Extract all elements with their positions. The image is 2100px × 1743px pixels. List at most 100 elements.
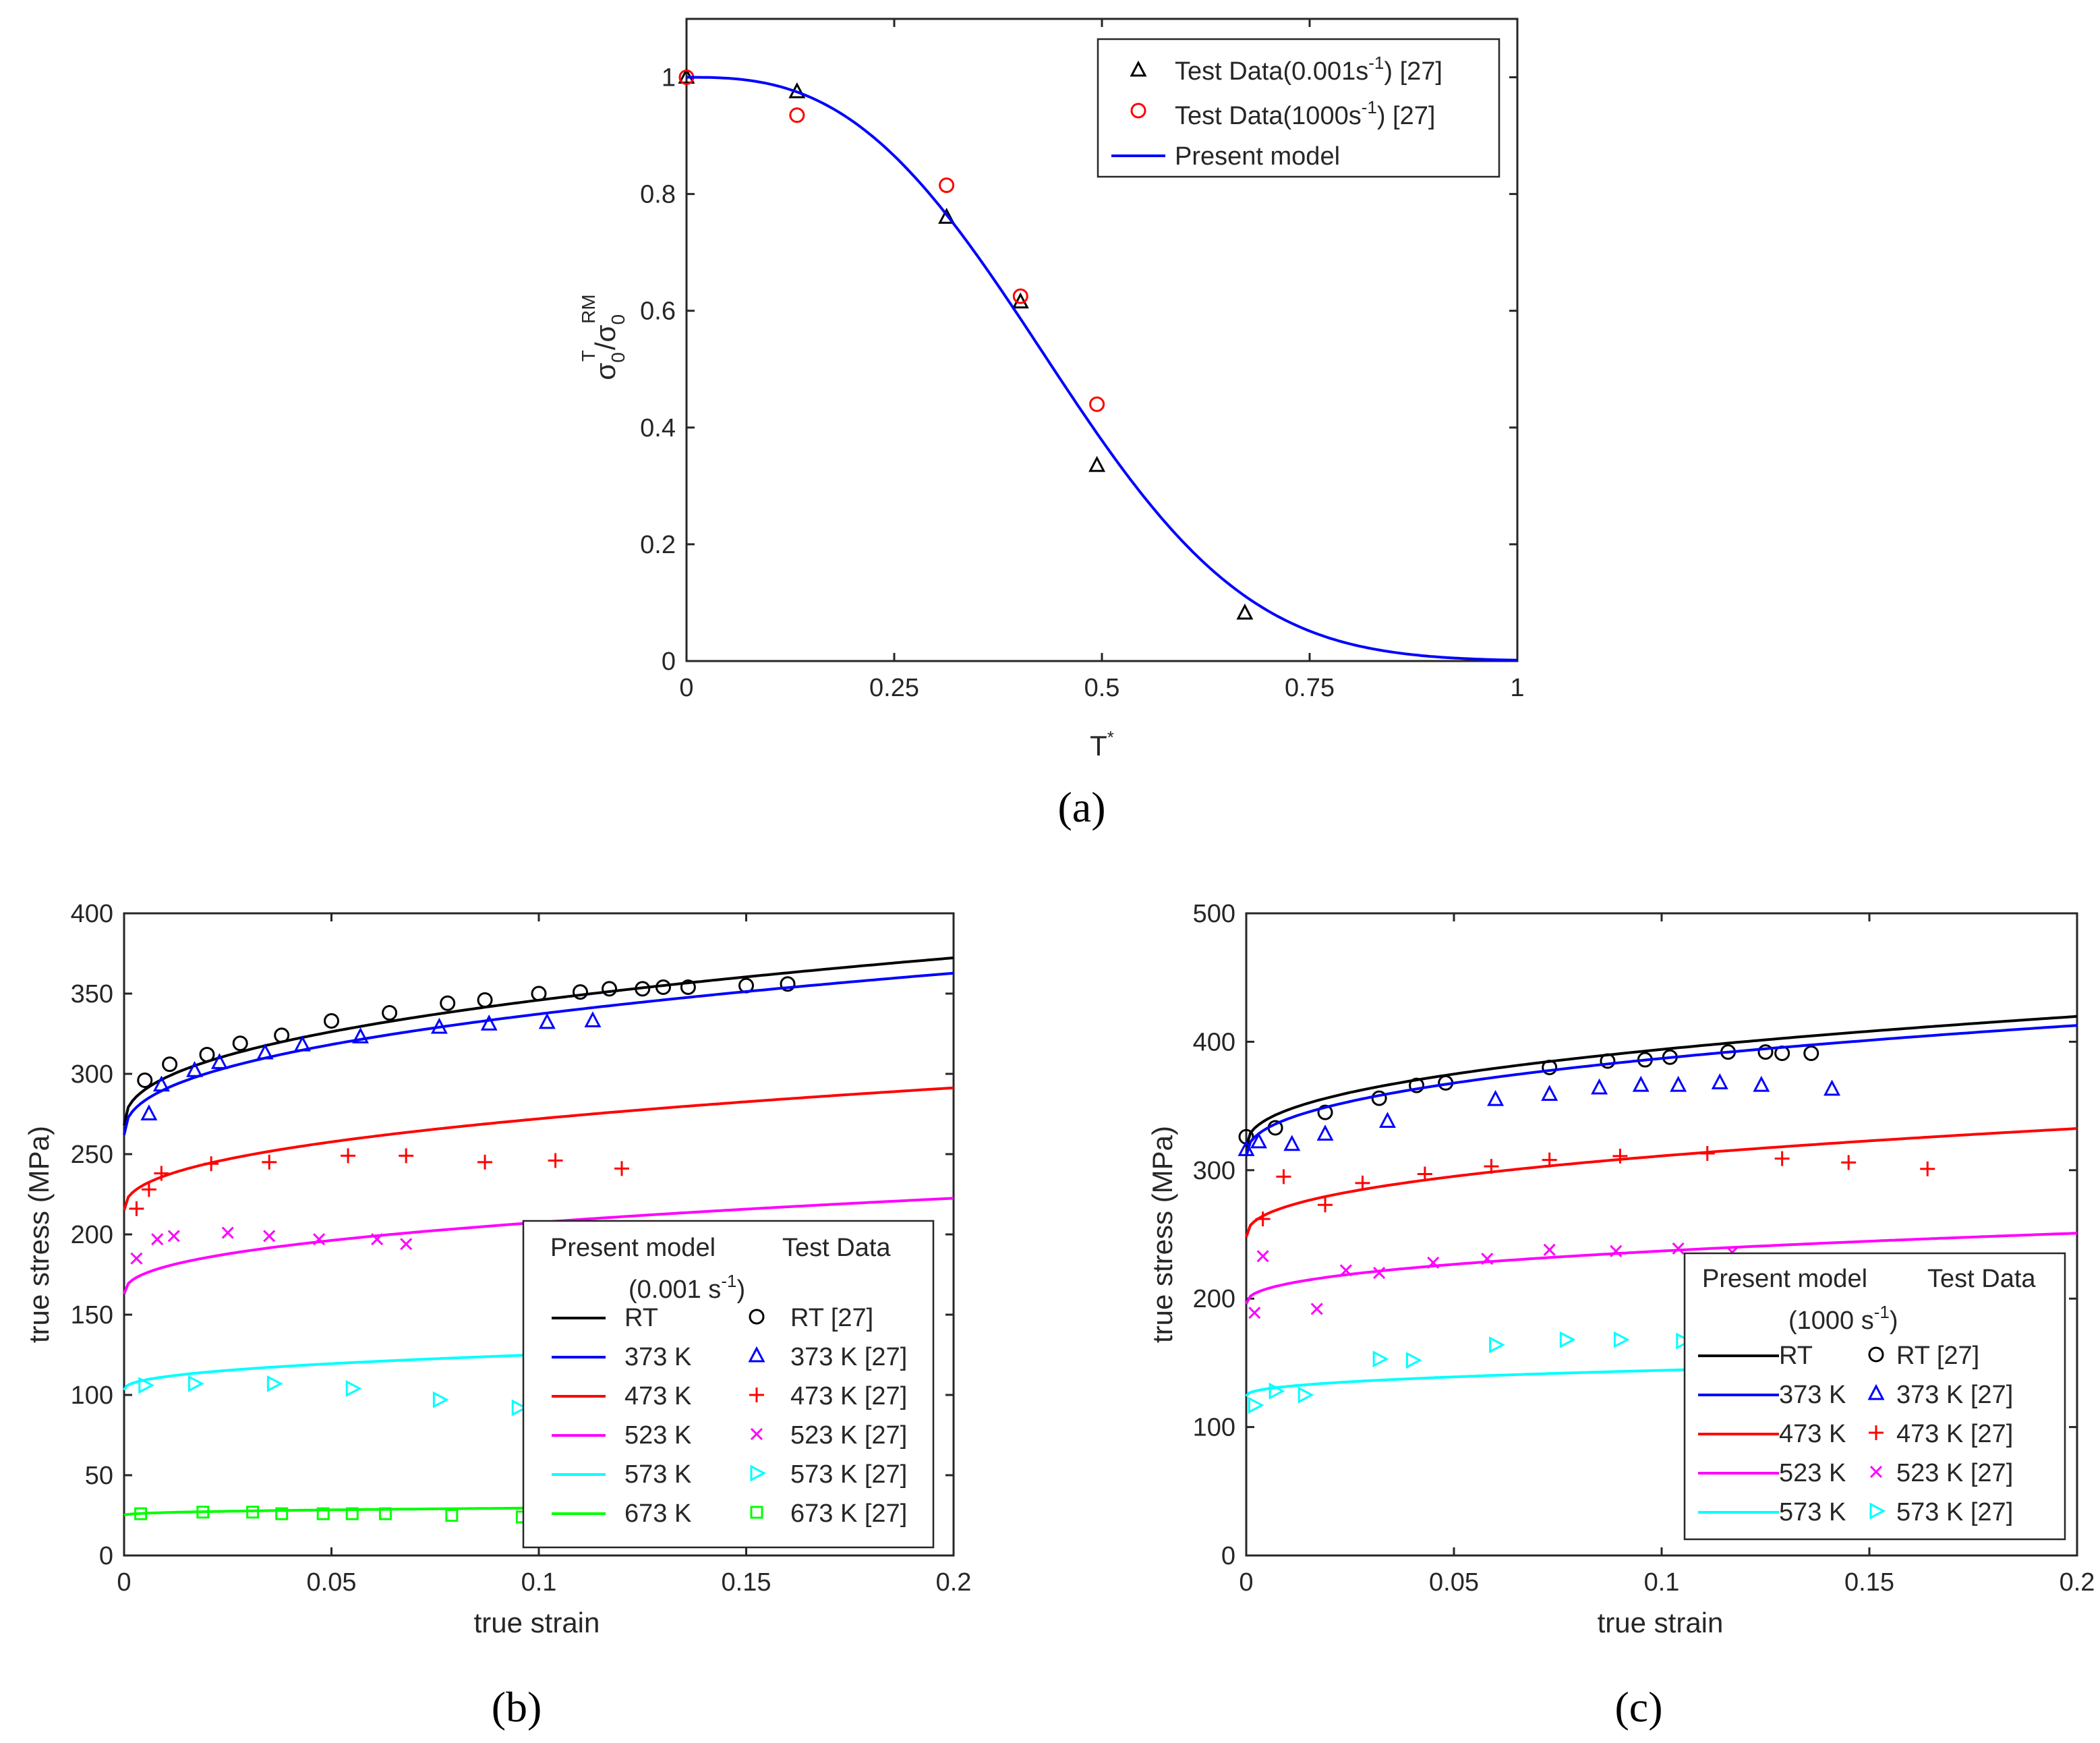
chart-c-legend-header-data: Test Data <box>1927 1265 2036 1293</box>
chart-b-point-373-k <box>186 1061 204 1077</box>
chart-b-legend: Present model Test Data (0.001 s-1) RT RT… <box>522 1220 935 1549</box>
chart-c-point-373-k <box>1591 1078 1608 1095</box>
chart-b-point-673-k <box>275 1507 289 1520</box>
chart-c-point-573-k <box>1248 1396 1264 1414</box>
chart-b-point-523-k <box>151 1233 164 1246</box>
chart-b-point-473-k <box>262 1154 277 1170</box>
chart-c-point-473-k <box>1841 1155 1857 1170</box>
chart-b-marks <box>123 956 954 1524</box>
caption-a: (a) <box>1057 783 1105 831</box>
chart-b-ticks: 0 0.05 0.1 0.15 0.2 0 50 100 150 200 250 300 350 400 <box>71 900 972 1597</box>
chart-a-legend-markers <box>1111 60 1165 157</box>
chart-b-legend-data-label: 673 K [27] <box>790 1499 907 1528</box>
chart-c-model-line-523-k <box>1245 1232 2078 1305</box>
chart-b-point-rt <box>602 981 618 997</box>
chart-b-point-373-k <box>293 1035 311 1052</box>
chart-a-ytick-label: 0.6 <box>640 297 676 326</box>
chart-b-point-373-k <box>152 1075 170 1092</box>
chart-c-point-473-k <box>1774 1151 1790 1166</box>
chart-c-point-523-k <box>1427 1256 1440 1269</box>
chart-c-ytick-label: 0 <box>1221 1542 1235 1570</box>
caption-c: (c) <box>1614 1683 1662 1731</box>
chart-a-ytick-label: 1 <box>662 64 676 92</box>
chart-c-point-573-k <box>1268 1382 1285 1400</box>
chart-b-point-573-k <box>138 1377 154 1394</box>
chart-b-legend-items: RT RT [27] 373 K 373 K [27] 473 K 473 K [27] 5… <box>552 1304 907 1528</box>
chart-b-ylabel: true stress (MPa) <box>23 1126 55 1343</box>
chart-b-point-673-k <box>134 1507 148 1520</box>
chart-b-point-573-k <box>345 1379 362 1397</box>
chart-c-point-573-k <box>1405 1352 1422 1369</box>
chart-b-legend-rate: (0.001 s-1) <box>629 1271 745 1304</box>
chart-b-point-473-k <box>154 1166 169 1181</box>
chart-b-point-673-k <box>246 1506 260 1519</box>
chart-c-legend-model-label: 573 K <box>1779 1498 1846 1526</box>
chart-a-ytick-label: 0.2 <box>640 531 676 559</box>
chart-b-legend-marker-373-k <box>748 1346 765 1363</box>
chart-b-legend-marker-473-k <box>749 1388 764 1402</box>
chart-b-point-rt <box>440 995 456 1011</box>
chart-c-legend: Present model Test Data (1000 s-1) RT RT … <box>1683 1252 2066 1541</box>
chart-b-xtick-label: 0 <box>117 1568 131 1597</box>
chart-b-point-373-k <box>430 1017 448 1034</box>
chart-b-legend-data-label: 473 K [27] <box>790 1382 907 1410</box>
chart-b-point-rt <box>382 1005 398 1021</box>
chart-c-point-rt <box>1371 1090 1387 1106</box>
chart-b-point-rt <box>199 1046 215 1062</box>
chart-b-point-473-k <box>614 1161 629 1176</box>
chart-b-legend-data-label: RT [27] <box>790 1304 873 1332</box>
chart-b-legend-header-model: Present model <box>550 1234 716 1262</box>
chart-c-ytick-label: 300 <box>1193 1157 1235 1185</box>
chart-a-legend-marker-circle <box>1130 103 1146 119</box>
chart-c-point-473-k <box>1276 1169 1291 1184</box>
chart-b-point-rt <box>780 976 796 992</box>
chart-b-point-473-k <box>129 1201 144 1216</box>
chart-a-ytick-label: 0.4 <box>640 414 676 442</box>
chart-c-point-373-k <box>1632 1075 1650 1092</box>
chart-b-xlabel: true strain <box>474 1607 600 1638</box>
chart-a-xtick-label: 1 <box>1510 674 1524 702</box>
chart-b-point-673-k <box>196 1506 210 1519</box>
chart-b-legend-data-label: 523 K [27] <box>790 1421 907 1450</box>
chart-c-ticks: 0 0.05 0.1 0.15 0.2 0 100 200 300 400 500 <box>1193 900 2095 1597</box>
chart-a-marks <box>678 67 1518 662</box>
chart-a-point-test-data-0-001s-1-27 <box>1088 455 1106 472</box>
chart-b-point-rt <box>635 981 651 997</box>
chart-a-xtick-label: 0.75 <box>1285 674 1335 702</box>
chart-c-point-373-k <box>1541 1085 1558 1101</box>
chart-c-point-523-k <box>1339 1264 1352 1277</box>
chart-c-ytick-label: 400 <box>1193 1028 1235 1056</box>
chart-b-ytick-label: 150 <box>71 1301 113 1330</box>
chart-b-point-673-k <box>378 1507 392 1520</box>
chart-a-legend-box <box>1097 38 1500 178</box>
chart-b-legend-marker-523-k <box>750 1427 763 1441</box>
chart-c-model-line-573-k <box>1245 1367 1708 1398</box>
chart-b-point-373-k <box>210 1053 228 1069</box>
chart-b-point-rt <box>680 979 696 995</box>
chart-c-marks <box>1237 1015 2078 1414</box>
chart-a-model-line-present-model <box>687 76 1518 662</box>
chart-c-point-373-k <box>1316 1124 1334 1141</box>
chart-c-ylabel: true stress (MPa) <box>1146 1126 1178 1343</box>
chart-b-point-523-k <box>167 1230 180 1242</box>
chart-c-legend-model-label: 523 K <box>1779 1459 1846 1487</box>
chart-b-legend-model-label: RT <box>624 1304 658 1332</box>
chart-c-xlabel: true strain <box>1598 1607 1724 1638</box>
chart-b-legend-model-label: 673 K <box>624 1499 691 1528</box>
chart-b-point-373-k <box>480 1014 498 1031</box>
chart-c: 0 0.05 0.1 0.15 0.2 0 100 200 300 400 500 true str… <box>1146 900 2095 1731</box>
chart-c-legend-model-label: RT <box>1779 1342 1813 1370</box>
chart-b-legend-marker-573-k <box>750 1464 767 1482</box>
chart-c-point-373-k <box>1711 1073 1728 1089</box>
chart-c-ytick-label: 200 <box>1193 1285 1235 1313</box>
chart-c-xtick-label: 0 <box>1239 1568 1253 1597</box>
chart-b-point-473-k <box>399 1148 414 1164</box>
chart-b-point-373-k <box>584 1011 602 1027</box>
chart-c-legend-rate: (1000 s-1) <box>1788 1302 1898 1335</box>
chart-b-model-line-673-k <box>123 1506 585 1517</box>
chart-c-legend-marker-473-k <box>1869 1425 1884 1440</box>
chart-a-xlabel: T* <box>1090 727 1114 762</box>
chart-b-xtick-label: 0.1 <box>521 1568 557 1597</box>
chart-c-point-373-k <box>1378 1112 1396 1128</box>
